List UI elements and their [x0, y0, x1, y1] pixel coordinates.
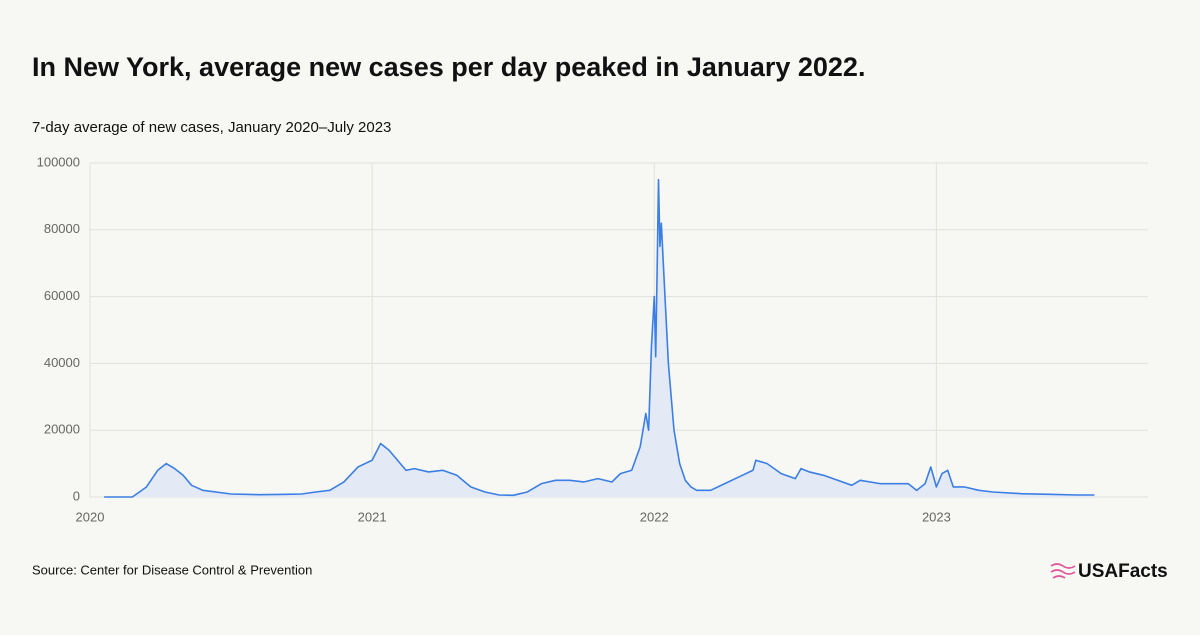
brand-name: USAFacts: [1078, 561, 1168, 582]
y-tick-label: 100000: [37, 154, 80, 169]
chart-title: In New York, average new cases per day p…: [32, 52, 865, 82]
x-tick-label: 2020: [76, 509, 105, 524]
y-tick-label: 0: [73, 488, 80, 503]
x-tick-label: 2022: [640, 509, 669, 524]
logo-icon: [1050, 563, 1076, 579]
y-tick-label: 80000: [44, 221, 80, 236]
line: [104, 178, 1095, 498]
source-note: Source: Center for Disease Control & Pre…: [32, 562, 312, 577]
area-fill: [104, 179, 1095, 497]
y-tick-label: 20000: [44, 422, 80, 437]
brand-logo: USAFacts: [1050, 561, 1168, 582]
plot-area: 0 20000 40000 60000 80000 100000 2020 2021 2022 2…: [37, 154, 1148, 524]
y-tick-label: 60000: [44, 288, 80, 303]
x-tick-label: 2021: [358, 509, 387, 524]
y-tick-label: 40000: [44, 355, 80, 370]
x-tick-label: 2023: [922, 509, 951, 524]
chart-subtitle: 7-day average of new cases, January 2020…: [32, 119, 391, 136]
